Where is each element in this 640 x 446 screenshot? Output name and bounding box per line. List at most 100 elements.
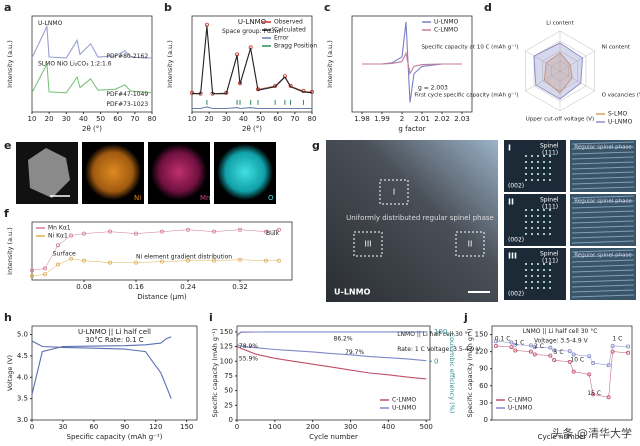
lattice-fringe bbox=[571, 269, 635, 273]
fft-spot bbox=[537, 179, 539, 181]
series-line bbox=[31, 340, 172, 399]
lattice-fringe bbox=[571, 279, 635, 283]
legend-label: Error bbox=[274, 35, 289, 42]
annotation: 5 C bbox=[554, 349, 564, 356]
y-axis-label: Specific capacity (mAh g⁻¹) bbox=[211, 328, 219, 417]
x-tick-label: 20 bbox=[205, 115, 214, 123]
fft-spot bbox=[537, 161, 539, 163]
fft-spot bbox=[543, 179, 545, 181]
fft-spot bbox=[549, 179, 551, 181]
x-tick-label: 1.98 bbox=[354, 115, 370, 123]
radar-axis-label: Upper cut-off voltage (V) bbox=[526, 117, 594, 123]
radar-area bbox=[533, 42, 584, 100]
fft-spot bbox=[531, 221, 533, 223]
fft-spot bbox=[543, 281, 545, 283]
chart-title: U-LNMO bbox=[238, 18, 267, 26]
panel-label: g bbox=[312, 139, 320, 152]
annotation: PDF#80-2162 bbox=[106, 53, 148, 60]
fft-spot bbox=[537, 287, 539, 289]
inset-phase: Spinel bbox=[540, 197, 559, 204]
region-label: III bbox=[364, 240, 371, 249]
fft-spot bbox=[549, 221, 551, 223]
x-axis-label: Distance (μm) bbox=[137, 293, 187, 301]
series-line bbox=[31, 336, 172, 395]
fft-spot bbox=[531, 161, 533, 163]
fft-spot bbox=[531, 227, 533, 229]
y-tick-label: 150 bbox=[220, 328, 233, 336]
panel-label: i bbox=[209, 311, 213, 324]
y-tick-label: 90 bbox=[479, 365, 488, 373]
y-tick-label: 3.5 bbox=[17, 395, 28, 403]
fft-spot bbox=[537, 233, 539, 235]
fft-spot bbox=[537, 155, 539, 157]
x-tick-label: 60 bbox=[89, 423, 98, 431]
x-axis-label: g factor bbox=[398, 125, 425, 133]
region-box bbox=[353, 231, 383, 257]
x-tick-label: 30 bbox=[58, 423, 67, 431]
x-tick-label: 60 bbox=[113, 115, 122, 123]
fft-image bbox=[504, 248, 566, 300]
radar-spoke bbox=[559, 70, 595, 92]
inset-numeral: I bbox=[508, 144, 511, 153]
data-point bbox=[29, 274, 34, 279]
plot-frame bbox=[31, 325, 198, 421]
panel-label: h bbox=[4, 311, 12, 324]
lattice-fringe bbox=[571, 146, 635, 150]
panel-label: c bbox=[324, 1, 331, 14]
x-tick-label: 300 bbox=[344, 423, 357, 431]
annotation: LNMO || Li half cell 30 °C bbox=[397, 331, 472, 338]
lattice-fringe bbox=[571, 200, 635, 204]
lattice-fringe bbox=[571, 141, 635, 145]
x-tick-label: 400 bbox=[382, 423, 395, 431]
legend-label: Bragg Position bbox=[274, 43, 317, 50]
y-tick-label: 4.5 bbox=[17, 352, 28, 360]
fft-spot bbox=[543, 227, 545, 229]
lattice-fringe bbox=[571, 264, 635, 268]
chart-title: U-LNMO || Li half cell bbox=[78, 328, 151, 336]
legend-label: C-LNMO bbox=[392, 397, 416, 404]
radar-axis-label: Specific capacity at 10 C (mAh g⁻¹) bbox=[421, 44, 518, 51]
y-tick-label: 75 bbox=[224, 372, 233, 380]
fft-spot bbox=[549, 209, 551, 211]
fft-spot bbox=[543, 215, 545, 217]
fft-spot bbox=[543, 287, 545, 289]
fft-spot bbox=[549, 227, 551, 229]
y-tick-label: 0 bbox=[229, 416, 233, 424]
y-axis-label: Specific capacity (mAh g⁻¹) bbox=[466, 328, 474, 417]
x-axis-label: Cycle number bbox=[538, 433, 587, 441]
panel-label: d bbox=[484, 1, 492, 14]
panel-label: e bbox=[4, 139, 11, 152]
x-tick-label: 10 bbox=[188, 115, 197, 123]
x-tick-label: 0.08 bbox=[76, 283, 92, 291]
y-tick-label: 120 bbox=[475, 348, 488, 356]
series-line bbox=[31, 258, 279, 277]
fft-spot bbox=[537, 275, 539, 277]
annotation: 2 C bbox=[534, 343, 544, 350]
x-tick-label: 500 bbox=[420, 423, 433, 431]
fft-spot bbox=[537, 209, 539, 211]
fft-spot bbox=[525, 209, 527, 211]
plot-frame bbox=[351, 15, 473, 113]
lattice-fringe bbox=[571, 151, 635, 155]
inset-plane: (111) bbox=[542, 204, 558, 211]
watermark: 头条 @清华大学 bbox=[552, 426, 633, 440]
fft-spot bbox=[531, 155, 533, 157]
y-tick-label: 150 bbox=[475, 331, 488, 339]
panel-label: f bbox=[4, 207, 9, 220]
series-line bbox=[192, 106, 312, 110]
lattice-fringe bbox=[571, 215, 635, 219]
lattice-fringe bbox=[571, 240, 635, 244]
region-box bbox=[379, 179, 409, 205]
lattice-fringe bbox=[571, 156, 635, 160]
sample-label: U-LNMO bbox=[334, 288, 371, 297]
fft-spot bbox=[525, 269, 527, 271]
radar-spoke bbox=[559, 50, 595, 72]
plot-frame bbox=[491, 325, 633, 421]
legend-label: C-LNMO bbox=[508, 397, 532, 404]
fft-spot bbox=[531, 209, 533, 211]
lattice-fringe bbox=[571, 235, 635, 239]
radar-axis-label: Li content bbox=[546, 21, 574, 27]
x-tick-label: 0.24 bbox=[180, 283, 196, 291]
data-point bbox=[571, 369, 576, 374]
